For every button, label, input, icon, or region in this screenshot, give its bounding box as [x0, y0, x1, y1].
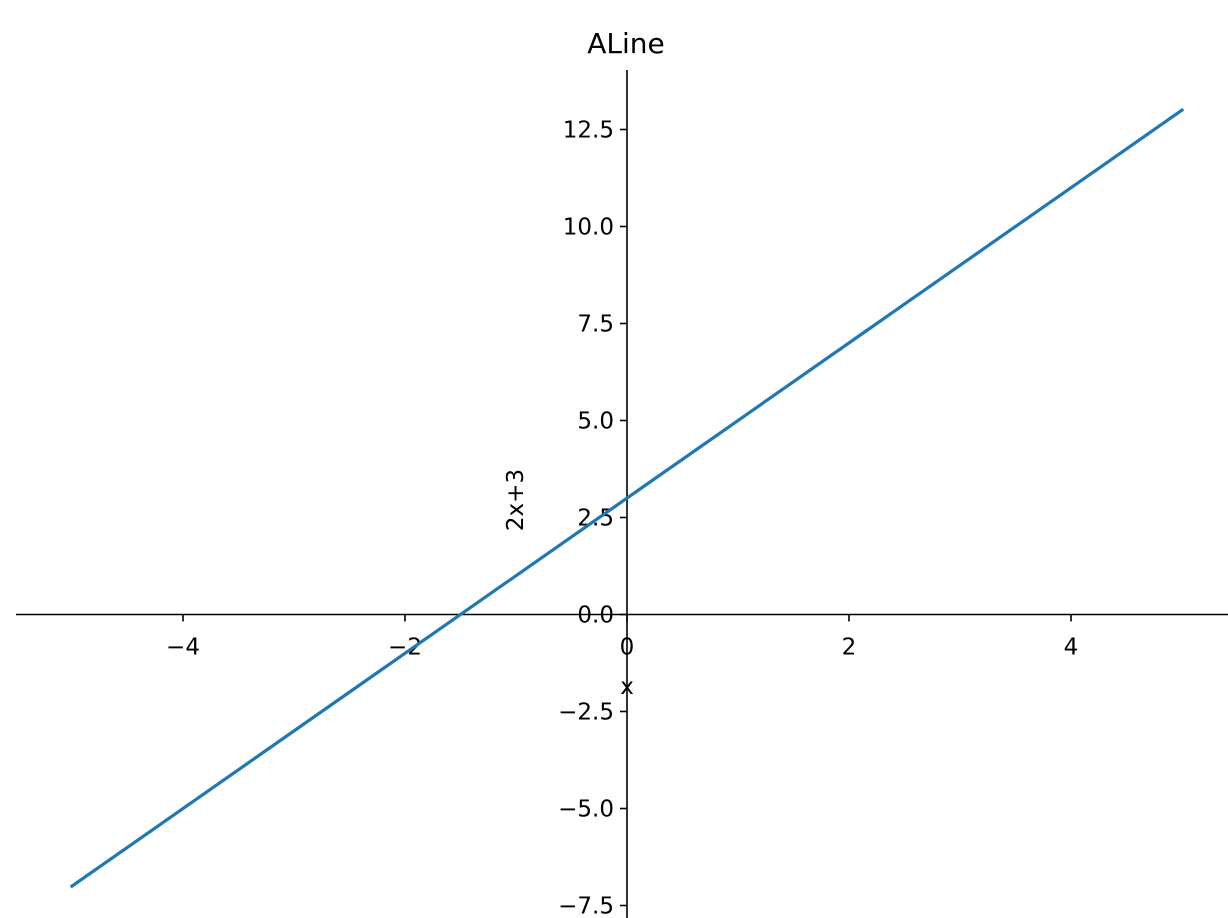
- y-tick-label: 5.0: [577, 409, 614, 435]
- x-axis: −4 −2 0 2 4: [16, 613, 1228, 661]
- series-line: [69, 107, 1185, 889]
- y-tick-label: −7.5: [558, 894, 614, 918]
- y-tick-label: 0.0: [577, 603, 614, 629]
- y-tick-label: −2.5: [558, 700, 614, 726]
- y-tick-label: 10.0: [563, 215, 614, 241]
- chart-title: ALine: [587, 27, 665, 60]
- plot-area: [69, 107, 1185, 889]
- y-axis: −7.5−5.0−2.50.02.55.07.510.012.5: [558, 70, 628, 918]
- y-tick-label: 12.5: [563, 118, 614, 144]
- x-tick-label: −4: [166, 635, 200, 661]
- x-tick-label: 4: [1064, 635, 1079, 661]
- y-tick-label: −5.0: [558, 797, 614, 823]
- x-axis-label: x: [620, 674, 634, 700]
- y-tick-label: 7.5: [577, 312, 614, 338]
- x-tick-label: −2: [388, 635, 422, 661]
- x-tick-label: 2: [842, 635, 857, 661]
- y-axis-label: 2x+3: [503, 469, 529, 531]
